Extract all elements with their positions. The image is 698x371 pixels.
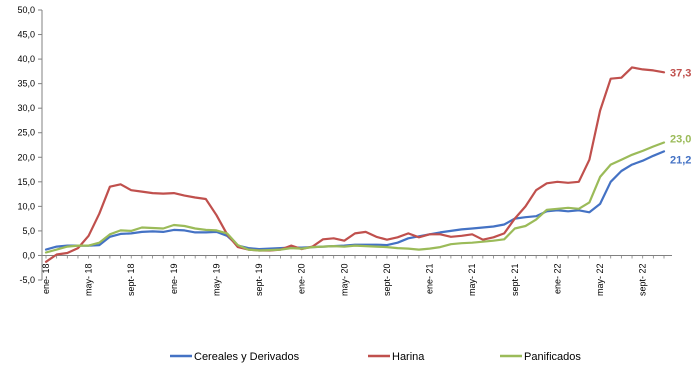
end-labels: 21,2 37,3 23,0: [670, 67, 691, 166]
x-axis: ene- 18 may- 18 sept- 18 ene- 19 may- 19 sept…: [41, 254, 672, 296]
end-value-label: 23,0: [670, 134, 691, 146]
x-tick-label: ene- 20: [297, 263, 307, 294]
x-tick-label: sept- 21: [510, 263, 520, 296]
x-tick-label: ene- 18: [41, 263, 51, 294]
y-tick-label: 20,0: [17, 152, 35, 162]
legend-label: Panificados: [524, 351, 581, 363]
y-tick-label: 40,0: [17, 54, 35, 64]
end-value-label: 37,3: [670, 67, 691, 79]
x-tick-label: may- 20: [339, 263, 349, 296]
series-layer: [44, 66, 666, 263]
y-tick-label: 45,0: [17, 30, 35, 40]
x-tick-label: ene- 22: [552, 263, 562, 294]
legend-label: Harina: [392, 351, 425, 363]
y-tick-label: 50,0: [17, 5, 35, 15]
y-axis: -5,0 0,0 5,0 10,0 15,0 20,0 25,0 30,0 35,0 40,0 45…: [17, 5, 43, 285]
legend: Cereales y Derivados Harina Panificados: [170, 351, 581, 363]
y-tick-label: 5,0: [22, 226, 35, 236]
y-tick-label: 10,0: [17, 201, 35, 211]
x-tick-label: sept- 20: [382, 263, 392, 296]
series-line-harina: [44, 66, 666, 263]
y-tick-label: 25,0: [17, 128, 35, 138]
x-tick-label: ene- 19: [169, 263, 179, 294]
end-value-label: 21,2: [670, 154, 691, 166]
series-line-panificados: [44, 141, 666, 254]
x-tick-label: sept- 22: [638, 263, 648, 296]
y-tick-label: -5,0: [19, 275, 35, 285]
x-tick-label: may- 21: [467, 263, 477, 296]
x-tick-label: may- 22: [595, 263, 605, 296]
y-tick-label: 30,0: [17, 103, 35, 113]
x-tick-label: may- 18: [84, 263, 94, 296]
y-tick-label: 15,0: [17, 177, 35, 187]
y-tick-label: 0,0: [22, 250, 35, 260]
x-tick-label: sept- 18: [126, 263, 136, 296]
x-tick-label: may- 19: [211, 263, 221, 296]
x-tick-label: ene- 21: [425, 263, 435, 294]
x-tick-label: sept- 19: [254, 263, 264, 296]
legend-label: Cereales y Derivados: [194, 351, 300, 363]
y-tick-label: 35,0: [17, 79, 35, 89]
series-line-cereales-y-derivados: [44, 150, 666, 251]
